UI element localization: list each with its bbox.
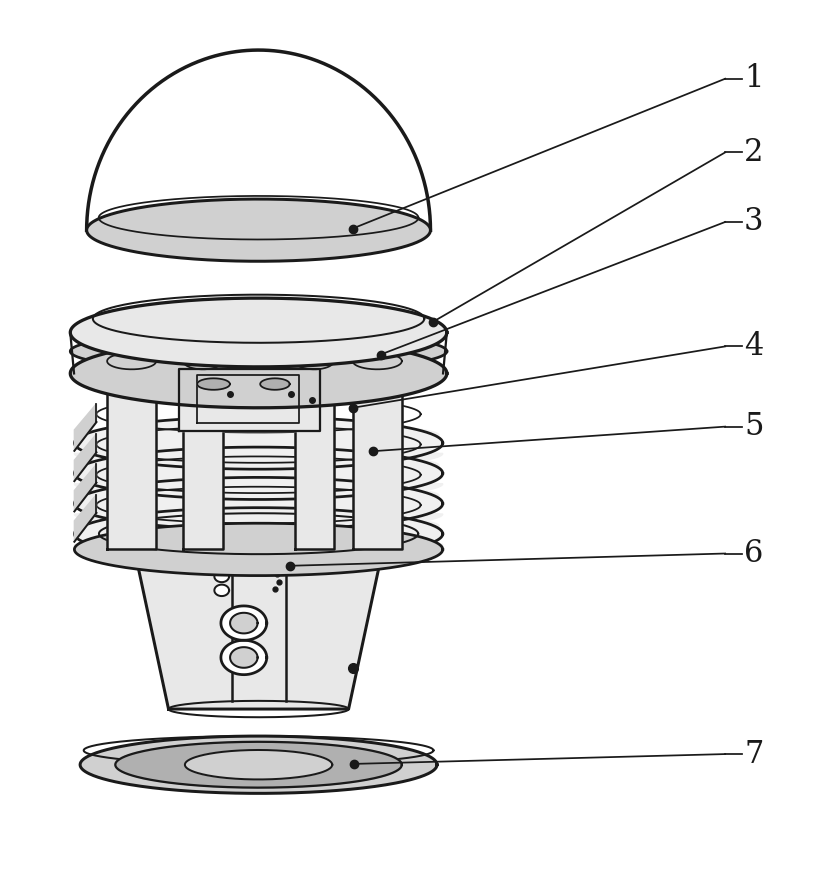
Polygon shape xyxy=(75,416,442,470)
Polygon shape xyxy=(179,369,319,431)
Polygon shape xyxy=(75,434,97,481)
Polygon shape xyxy=(294,353,333,369)
Polygon shape xyxy=(75,422,442,470)
Polygon shape xyxy=(80,736,437,793)
Polygon shape xyxy=(87,51,430,230)
Polygon shape xyxy=(75,483,442,530)
Text: 2: 2 xyxy=(743,137,762,167)
Polygon shape xyxy=(75,447,442,500)
Polygon shape xyxy=(211,555,231,569)
Text: 6: 6 xyxy=(743,538,762,569)
Polygon shape xyxy=(70,339,446,408)
Polygon shape xyxy=(70,298,446,367)
Polygon shape xyxy=(75,494,97,541)
Polygon shape xyxy=(115,742,401,788)
Polygon shape xyxy=(75,524,442,576)
Text: 3: 3 xyxy=(743,206,762,237)
Polygon shape xyxy=(87,199,430,261)
Polygon shape xyxy=(269,555,288,569)
Polygon shape xyxy=(136,556,381,709)
Polygon shape xyxy=(184,750,332,780)
Polygon shape xyxy=(220,606,266,641)
Text: 7: 7 xyxy=(743,739,762,770)
Polygon shape xyxy=(183,361,222,549)
Polygon shape xyxy=(75,513,442,560)
Polygon shape xyxy=(107,353,156,369)
Polygon shape xyxy=(136,546,381,566)
Polygon shape xyxy=(260,378,289,390)
Text: 1: 1 xyxy=(743,63,762,94)
Polygon shape xyxy=(230,613,257,633)
Polygon shape xyxy=(75,478,442,530)
Text: 4: 4 xyxy=(744,330,762,361)
Polygon shape xyxy=(75,453,442,500)
Polygon shape xyxy=(230,647,257,668)
Polygon shape xyxy=(352,361,401,549)
Polygon shape xyxy=(197,378,229,390)
Polygon shape xyxy=(183,353,222,369)
Polygon shape xyxy=(214,585,229,596)
Polygon shape xyxy=(70,330,446,372)
Polygon shape xyxy=(75,464,97,511)
Polygon shape xyxy=(107,361,156,549)
Polygon shape xyxy=(75,508,442,560)
Text: 5: 5 xyxy=(743,411,762,442)
Polygon shape xyxy=(352,353,401,369)
Polygon shape xyxy=(75,404,97,451)
Polygon shape xyxy=(220,641,266,674)
Polygon shape xyxy=(214,571,229,582)
Polygon shape xyxy=(294,361,333,549)
